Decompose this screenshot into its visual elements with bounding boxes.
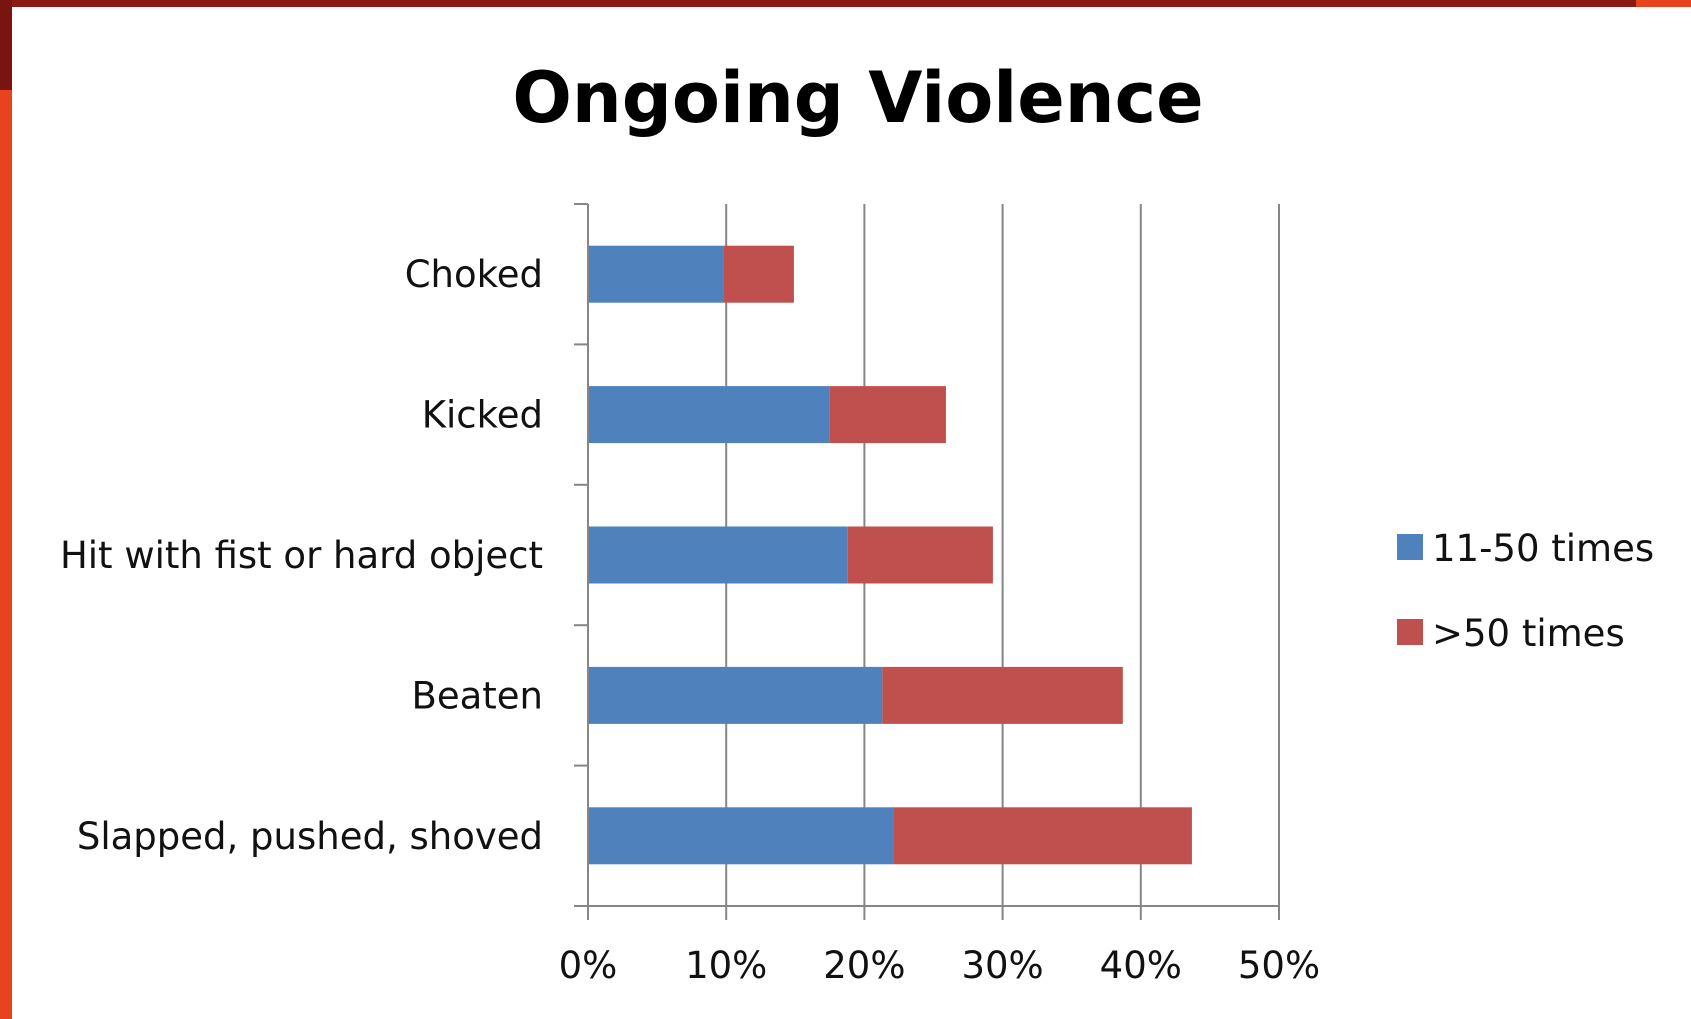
category-labels: Choked Kicked Hit with fist or hard object… (60, 253, 543, 858)
slide-top-right-edge (1636, 0, 1691, 7)
bar-series2-4 (893, 807, 1192, 865)
category-label: Choked (405, 253, 543, 296)
x-tick-label: 0% (559, 944, 618, 987)
category-label: Kicked (422, 394, 543, 437)
bar-series2-0 (723, 245, 794, 303)
category-label: Slapped, pushed, shoved (77, 815, 543, 858)
slide-top-edge (0, 0, 1691, 7)
chart-title: Ongoing Violence (512, 57, 1203, 139)
bar-series1-3 (588, 666, 883, 724)
slide-left-edge-dark (0, 0, 12, 90)
x-tick-label: 50% (1238, 944, 1320, 987)
x-tick-label: 30% (961, 944, 1043, 987)
bar-series1-4 (588, 807, 894, 865)
bar-series2-3 (882, 666, 1123, 724)
x-tick-label: 10% (685, 944, 767, 987)
bar-series1-1 (588, 386, 830, 444)
category-label: Hit with fist or hard object (60, 534, 543, 577)
legend-swatch (1397, 534, 1423, 560)
bar-series2-1 (829, 386, 946, 444)
legend: 11-50 times >50 times (1397, 527, 1654, 655)
x-tick-labels: 0% 10% 20% 30% 40% 50% (559, 944, 1320, 987)
legend-label: >50 times (1432, 612, 1625, 655)
bar-series1-0 (588, 245, 724, 303)
bar-series1-2 (588, 526, 848, 584)
slide-left-edge (0, 0, 12, 1019)
axes (574, 203, 1280, 920)
x-tick-label: 20% (823, 944, 905, 987)
legend-label: 11-50 times (1432, 527, 1654, 570)
x-tick-label: 40% (1100, 944, 1182, 987)
bar-series2-2 (847, 526, 993, 584)
legend-swatch (1397, 619, 1423, 645)
category-label: Beaten (411, 674, 543, 717)
bars (588, 245, 1192, 865)
